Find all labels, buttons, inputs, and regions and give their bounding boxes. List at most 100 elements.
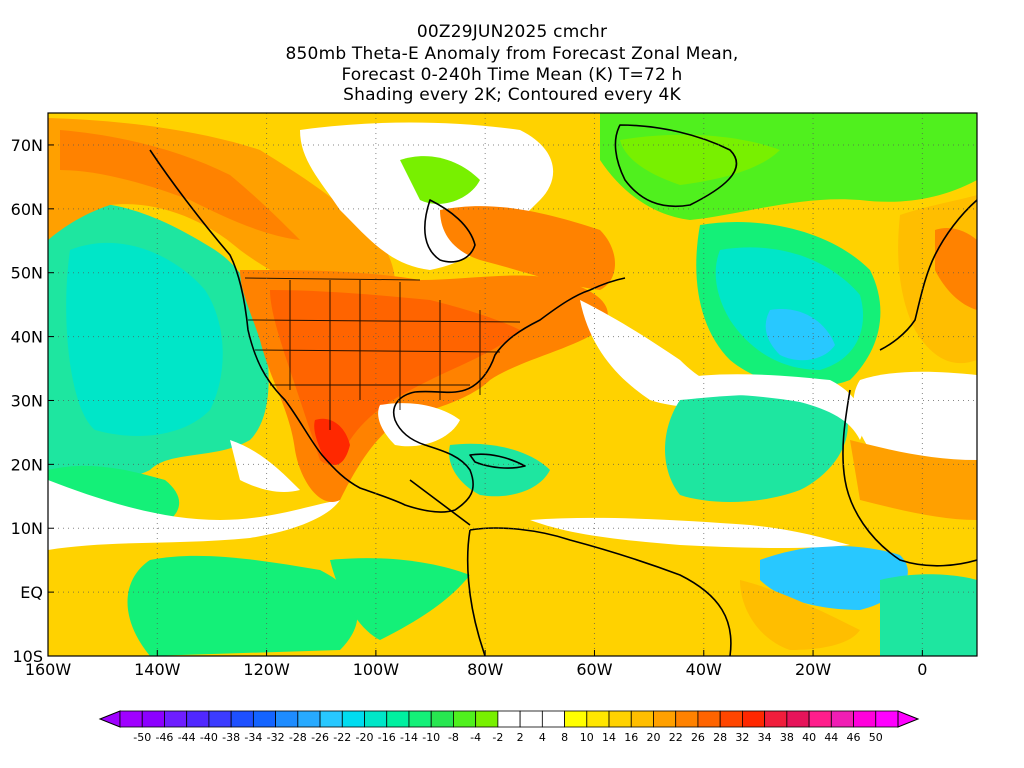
colorbar-swatch [341,710,365,728]
gulf-of-guinea-cool [760,545,908,610]
alaska-hot-core [60,130,300,240]
atlantic-subtropical-cool [665,394,848,502]
pacific-eq-cool-region [127,555,358,656]
europe-hot-core [935,228,977,310]
tropical-white-band [530,517,850,549]
colorbar-swatch [119,710,143,728]
x-tick-label: 60W [576,660,612,679]
colorbar-swatch [475,710,499,728]
state-borders [244,277,521,430]
colorbar-label: 26 [691,731,705,744]
x-tick-label: 40W [686,660,722,679]
y-tick-label: 60N [11,200,43,219]
north-america-coastline [149,149,626,513]
y-tick-label: 40N [11,328,43,347]
y-tick-label: 70N [11,136,43,155]
colorbar-label: 34 [758,731,772,744]
y-axis: 70N 60N 50N 40N 30N 20N 10N EQ 10S [11,136,54,666]
colorbar-swatch [208,710,232,728]
colorbar-swatch [875,710,899,728]
south-america-coastline [466,527,732,656]
colorbar-swatch [430,710,454,728]
colorbar-label: 28 [713,731,727,744]
colorbar-swatch [742,710,766,728]
central-america-outline [409,479,471,526]
colorbar-swatch [275,710,299,728]
arctic-cool-patch [400,156,480,204]
title-line-2: 850mb Theta-E Anomaly from Forecast Zona… [285,44,739,64]
title-line-3: Forecast 0-240h Time Mean (K) T=72 h [341,65,683,85]
colorbar-label: 16 [624,731,638,744]
pacific-neutral-band-2 [230,440,300,492]
colorbar-label: -44 [178,731,196,744]
x-tick-label: 80W [467,660,503,679]
colorbar-swatch [564,710,588,728]
y-tick-label: 10N [11,519,43,538]
y-tick-label: 50N [11,264,43,283]
caribbean-cool-region [449,443,550,497]
y-tick-label: 10S [12,647,43,666]
colorbar-label: -16 [378,731,396,744]
greenland-neutral [620,134,780,185]
south-america-cool-strip [330,558,470,640]
colorbar-swatch [319,710,343,728]
equatorial-atlantic-warm [740,580,860,650]
colorbar-label: 4 [539,731,546,744]
greenland-coast [614,124,738,207]
pacific-neutral-band [48,480,340,550]
colorbar-label: 32 [735,731,749,744]
chart-title-block: 00Z29JUN2025 cmchr 850mb Theta-E Anomaly… [0,0,1024,108]
colorbar-label: 22 [669,731,683,744]
x-tick-label: 0 [917,660,927,679]
x-tick-label: 140W [134,660,181,679]
south-atlantic-cool [880,574,977,656]
colorbar-swatch [653,710,677,728]
x-tick-label: 120W [243,660,290,679]
coastlines [149,124,977,656]
colorbar-swatch [786,710,810,728]
gulf-of-mexico-neutral [378,403,460,447]
colorbar-label: -40 [200,731,218,744]
cuba-outline [469,453,526,469]
colorbar-swatch [252,710,277,728]
colorbar-label: 46 [847,731,861,744]
colorbar-label: -34 [244,731,262,744]
hudson-bay-coast [424,199,476,263]
colorbar-swatch [608,710,632,728]
x-tick-label: 100W [353,660,400,679]
colorbar-swatch [230,710,254,728]
colorbar-label: -50 [133,731,151,744]
colorbar-swatch [830,710,854,728]
atlantic-neutral-ring [670,374,864,440]
colorbar-label: -8 [448,731,459,744]
colorbar-swatch [164,710,188,728]
colorbar-label: -2 [492,731,503,744]
colorbar-label: -26 [311,731,329,744]
colorbar-swatch [808,710,832,728]
colorbar-label: -38 [222,731,240,744]
colorbar-swatch [453,710,477,728]
colorbar-label: 10 [580,731,594,744]
colorbar-swatch [675,710,699,728]
theta-e-anomaly-field [48,113,977,656]
colorbar-label: -20 [356,731,374,744]
atlantic-north-blue-core [765,309,835,361]
x-tick-label: 160W [25,660,72,679]
colorbar-swatch [719,710,743,728]
colorbar-label: 20 [646,731,660,744]
colorbar: -50 -46 -44 -40 -38 -34 -32 -28 -26 -22 -20 -16 -14-… [98,710,920,744]
colorbar-label: 14 [602,731,616,744]
colorbar-swatch [853,710,877,728]
colorbar-swatch [364,710,388,728]
colorbar-swatch [497,710,521,728]
colorbar-label: -22 [333,731,351,744]
colorbar-swatch [586,710,610,728]
y-tick-label: 30N [11,391,43,410]
canada-warm-band [440,206,615,290]
title-line-1: 00Z29JUN2025 cmchr [416,22,608,42]
colorbar-label: -4 [470,731,481,744]
y-tick-label: EQ [20,583,43,602]
atlantic-white-band [580,300,750,407]
colorbar-label: 50 [869,731,883,744]
map-frame [47,112,978,657]
